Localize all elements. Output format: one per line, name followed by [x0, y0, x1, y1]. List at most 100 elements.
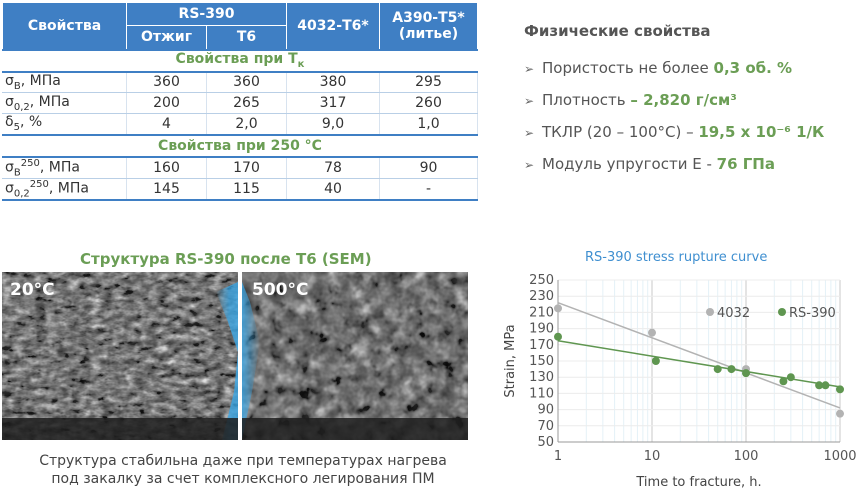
data-point-rs-390	[821, 381, 830, 390]
list-item: ➢ Пористость не более 0,3 об. %	[524, 54, 824, 86]
data-point-rs-390	[713, 365, 722, 374]
table-cell: 40	[286, 177, 380, 202]
legend-marker-4032	[706, 308, 714, 316]
trend-line-4032	[557, 301, 841, 409]
section-room-temp-text: Свойства при Т	[175, 51, 298, 68]
row-label: δ5, %	[2, 113, 127, 135]
col-header-a390-line2: (литье)	[398, 25, 459, 42]
property-value: 0,3 об. %	[713, 59, 793, 77]
y-tick-label: 210	[529, 305, 554, 320]
section-250c: Свойства при 250 °С	[2, 133, 478, 158]
sem-label-20c: 20°С	[10, 280, 55, 300]
chevron-right-icon: ➢	[524, 126, 535, 140]
table-cell: -	[379, 177, 478, 202]
legend-label-rs-390: RS-390	[789, 306, 836, 321]
table-cell: 295	[379, 71, 478, 93]
table-cell: 115	[206, 177, 287, 202]
data-point-rs-390	[554, 332, 562, 341]
x-tick-label: 10	[644, 449, 661, 464]
table-cell: 317	[286, 92, 380, 114]
col-header-rs390: RS-390	[126, 2, 287, 26]
sem-label-500c: 500°С	[252, 280, 309, 300]
y-tick-label: 90	[537, 403, 554, 418]
data-point-rs-390	[727, 365, 736, 374]
y-tick-label: 150	[529, 354, 554, 369]
physical-properties-list: ➢ Пористость не более 0,3 об. % ➢ Плотност…	[524, 54, 824, 182]
row-label: σ0,2250, МПа	[2, 177, 127, 202]
table-cell: 360	[126, 71, 207, 93]
table-row: σB, МПа 360 360 380 295	[2, 71, 478, 93]
physical-properties-title: Физические свойства	[524, 22, 711, 40]
data-point-rs-390	[786, 373, 795, 382]
sem-image-20c: 20°С	[2, 272, 238, 440]
subheader-annealed: Отжиг	[126, 25, 207, 50]
y-tick-label: 50	[537, 435, 554, 450]
x-tick-label: 1	[554, 449, 562, 464]
table-row: δ5, % 4 2,0 9,0 1,0	[2, 113, 478, 135]
chevron-right-icon: ➢	[524, 158, 535, 172]
subheader-t6: Т6	[206, 25, 287, 50]
row-label: σB250, МПа	[2, 156, 127, 179]
table-row: σ0,2, МПа 200 265 317 260	[2, 92, 478, 114]
table-cell: 1,0	[379, 113, 478, 135]
table-row: σ0,2250, МПа 145 115 40 -	[2, 177, 478, 202]
sem-caption-line2: под закалку за счет комплексного легиров…	[51, 471, 435, 487]
properties-table: Свойства RS-390 4032-Т6* А390-Т5* (литье…	[2, 2, 478, 202]
table-cell: 90	[379, 156, 478, 179]
y-tick-label: 110	[529, 386, 554, 401]
table-row: σB250, МПа 160 170 78 90	[2, 156, 478, 179]
table-cell: 160	[126, 156, 207, 179]
sem-caption-line1: Структура стабильна даже при температура…	[39, 453, 447, 469]
data-point-rs-390	[815, 381, 824, 390]
table-cell: 380	[286, 71, 380, 93]
table-cell: 78	[286, 156, 380, 179]
sem-caption: Структура стабильна даже при температура…	[0, 452, 486, 488]
y-tick-label: 130	[529, 370, 554, 385]
table-cell: 9,0	[286, 113, 380, 135]
col-header-a390: А390-Т5* (литье)	[379, 2, 478, 50]
sem-title: Структура RS-390 после Т6 (SEM)	[80, 250, 372, 268]
x-tick-label: 1000	[823, 449, 856, 464]
y-tick-label: 70	[537, 419, 554, 434]
property-value: – 2,820 г/см³	[630, 91, 737, 109]
row-label: σB, МПа	[2, 71, 127, 93]
data-point-4032	[648, 328, 656, 337]
data-point-4032	[554, 304, 562, 313]
chart-title: RS-390 stress rupture curve	[585, 250, 768, 265]
data-point-rs-390	[779, 377, 788, 386]
col-header-a390-line1: А390-Т5*	[392, 9, 465, 26]
y-axis-label: Strain, MPa	[503, 324, 518, 397]
x-axis-label: Time to fracture, h.	[635, 475, 761, 490]
table-cell: 2,0	[206, 113, 287, 135]
property-label: Пористость не более	[542, 59, 714, 77]
data-point-4032	[836, 409, 844, 418]
row-label: σ0,2, МПа	[2, 92, 127, 114]
list-item: ➢ Модуль упругости Е - 76 ГПа	[524, 150, 824, 182]
property-value: 76 ГПа	[716, 155, 775, 173]
sem-micrograph	[242, 272, 468, 440]
y-tick-label: 190	[529, 322, 554, 337]
y-tick-label: 170	[529, 338, 554, 353]
legend-label-4032: 4032	[717, 306, 750, 321]
table-cell: 265	[206, 92, 287, 114]
legend-marker-rs-390	[778, 308, 786, 316]
table-cell: 170	[206, 156, 287, 179]
y-tick-label: 230	[529, 289, 554, 304]
x-tick-label: 100	[734, 449, 759, 464]
data-point-rs-390	[651, 357, 660, 365]
table-cell: 145	[126, 177, 207, 202]
table-cell: 360	[206, 71, 287, 93]
section-room-temp: Свойства при Тк	[2, 48, 478, 73]
property-label: ТКЛР (20 – 100°С) –	[542, 123, 699, 141]
section-room-temp-sub: к	[297, 58, 305, 70]
chevron-right-icon: ➢	[524, 62, 535, 76]
data-point-rs-390	[836, 385, 844, 394]
table-cell: 200	[126, 92, 207, 114]
table-cell: 260	[379, 92, 478, 114]
table-cell: 4	[126, 113, 207, 135]
property-label: Модуль упругости Е -	[542, 155, 717, 173]
col-header-4032: 4032-Т6*	[286, 2, 380, 50]
data-point-rs-390	[742, 369, 750, 378]
property-value: 19,5 x 10⁻⁶ 1/К	[698, 123, 825, 141]
